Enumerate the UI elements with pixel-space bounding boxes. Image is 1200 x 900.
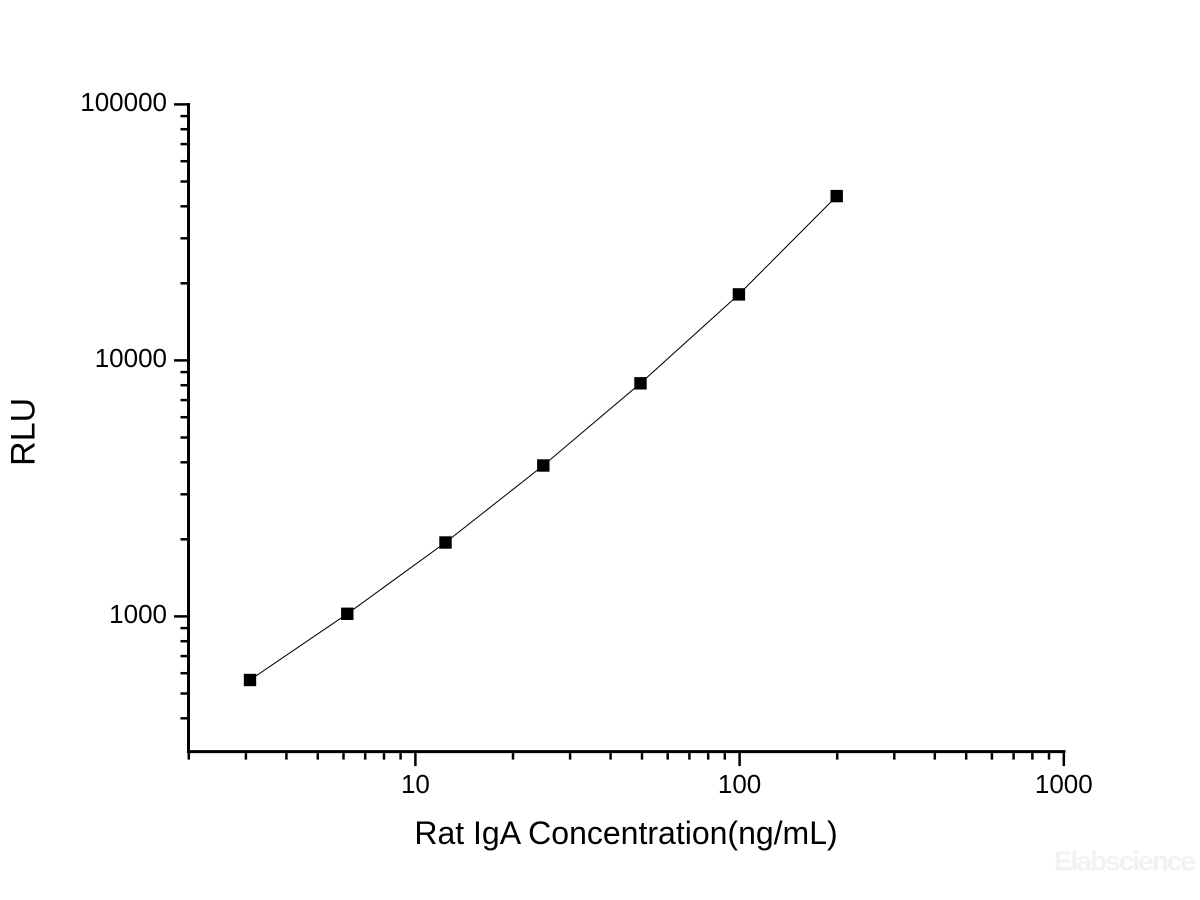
svg-text:1000: 1000 <box>1035 769 1093 799</box>
svg-text:10: 10 <box>401 769 430 799</box>
svg-text:10000: 10000 <box>95 343 167 373</box>
svg-text:RLU: RLU <box>5 398 43 466</box>
svg-text:Elabscience: Elabscience <box>1054 846 1195 877</box>
svg-text:Rat IgA Concentration(ng/mL): Rat IgA Concentration(ng/mL) <box>414 815 837 851</box>
svg-text:1000: 1000 <box>109 599 167 629</box>
svg-text:100000: 100000 <box>80 87 167 117</box>
svg-text:100: 100 <box>718 769 761 799</box>
